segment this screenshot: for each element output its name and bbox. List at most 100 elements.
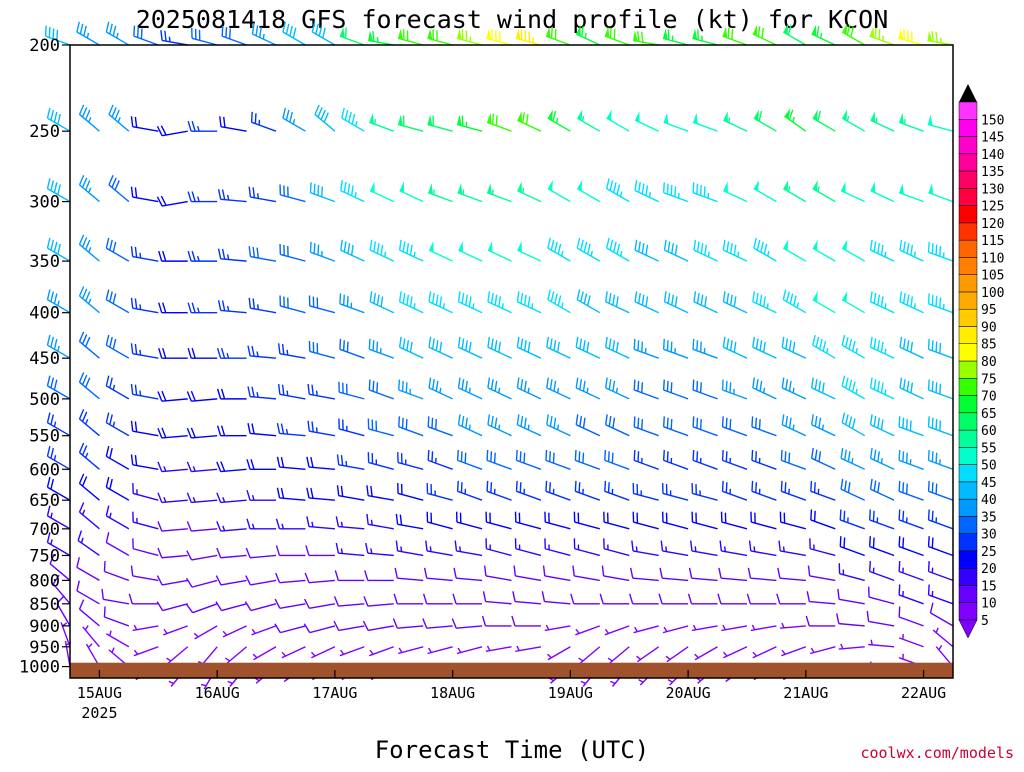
wind-barb [368, 452, 393, 469]
wind-barb [158, 428, 188, 438]
wind-barb [517, 241, 541, 261]
wind-barb [216, 576, 246, 585]
wind-barb [218, 389, 247, 399]
colorbar-label: 130 [981, 182, 1004, 197]
wind-barb [134, 647, 158, 656]
wind-barb [219, 189, 247, 201]
wind-barb [600, 594, 629, 604]
wind-barb [102, 589, 129, 604]
wind-barb [363, 621, 393, 630]
x-axis-label: Forecast Time (UTC) [375, 736, 650, 764]
wind-barb [871, 378, 895, 399]
wind-barb [80, 235, 100, 261]
wind-barb [548, 290, 571, 313]
wind-barb [754, 238, 777, 261]
wind-barb [635, 111, 659, 131]
wind-barb [400, 240, 424, 261]
wind-barb [106, 376, 129, 399]
wind-barb [544, 566, 571, 581]
wind-barb [167, 647, 188, 664]
wind-barb [310, 182, 334, 201]
wind-barb [306, 545, 335, 555]
wind-barb [131, 298, 158, 313]
wind-barb [133, 538, 158, 555]
wind-barb [187, 493, 217, 503]
wind-barb [307, 516, 335, 528]
wind-barb [488, 337, 512, 358]
wind-barb [131, 384, 158, 399]
wind-barb [158, 493, 188, 503]
wind-barb [131, 187, 158, 202]
wind-barb [723, 647, 747, 658]
wind-barb [579, 647, 600, 664]
colorbar-label: 70 [981, 390, 997, 405]
wind-barb [309, 296, 334, 313]
wind-barb [307, 488, 335, 500]
wind-barb [604, 512, 629, 529]
wind-barb [488, 414, 512, 435]
wind-barb [785, 108, 806, 131]
wind-barb [487, 450, 511, 469]
wind-barb [157, 576, 187, 585]
colorbar-label: 5 [981, 614, 989, 629]
wind-barb [429, 337, 453, 358]
wind-barb [723, 111, 747, 131]
colorbar-cell [959, 499, 977, 516]
wind-barb [546, 450, 570, 469]
wind-barb [871, 182, 895, 202]
colorbar-label: 20 [981, 562, 997, 577]
wind-barb [217, 493, 247, 503]
wind-barb [813, 291, 836, 313]
wind-barb [188, 303, 217, 313]
wind-barb [782, 414, 806, 435]
wind-barb [607, 238, 630, 261]
wind-barb [78, 531, 99, 556]
wind-barb [753, 291, 777, 312]
x-tick-sublabel: 2025 [81, 704, 117, 722]
wind-barb [276, 573, 306, 583]
wind-barb [429, 291, 453, 312]
wind-barb [813, 335, 836, 358]
wind-barb [692, 625, 718, 630]
wind-barb [187, 578, 218, 587]
wind-barb [635, 240, 659, 261]
wind-barb [841, 182, 865, 202]
wind-barb [400, 291, 424, 312]
wind-barb [723, 291, 747, 312]
colorbar-cell [959, 344, 977, 361]
wind-barb [249, 187, 276, 202]
colorbar-label: 145 [981, 131, 1004, 146]
wind-barb [106, 335, 129, 358]
wind-barb [80, 443, 100, 469]
wind-barb [458, 183, 482, 201]
colorbar-cell [959, 516, 977, 533]
wind-barb [517, 414, 541, 435]
wind-barb [106, 413, 129, 436]
wind-barb [217, 548, 247, 558]
wind-barb [512, 616, 541, 626]
colorbar-cell [959, 154, 977, 171]
wind-barb [394, 594, 423, 604]
colorbar-label: 95 [981, 303, 997, 318]
wind-barb [340, 339, 364, 358]
y-tick-label: 700 [29, 520, 60, 540]
wind-barb [723, 240, 747, 261]
wind-barb [106, 532, 129, 555]
wind-barb [106, 238, 129, 261]
colorbar-cell [959, 102, 977, 119]
wind-barb [783, 239, 806, 261]
wind-barb [605, 626, 629, 635]
wind-barb [842, 335, 865, 358]
wind-barb [574, 538, 599, 555]
wind-barb [428, 416, 452, 435]
wind-barb [106, 290, 129, 313]
wind-barb [77, 22, 100, 45]
wind-barb [80, 503, 100, 529]
wind-barb [338, 454, 365, 469]
colorbar-cell [959, 361, 977, 378]
credit-text[interactable]: coolwx.com/models [860, 744, 1014, 762]
wind-barb [929, 510, 953, 529]
wind-barb [781, 481, 805, 500]
wind-barb [899, 113, 923, 131]
